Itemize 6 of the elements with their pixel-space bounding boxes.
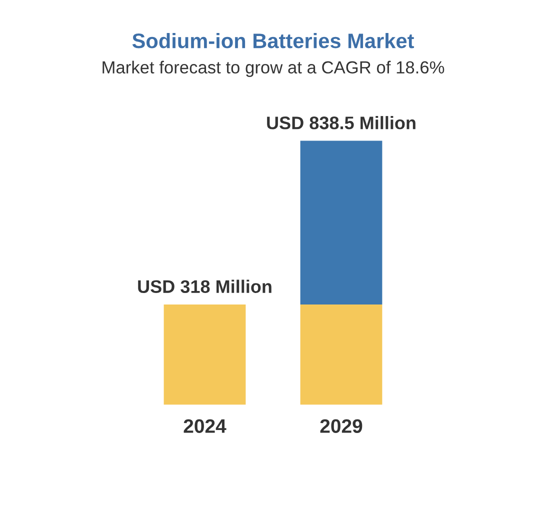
chart-title: Sodium-ion Batteries Market xyxy=(132,32,414,48)
x-tick-label: 2029 xyxy=(320,419,362,433)
chart-subtitle: Market forecast to grow at a CAGR of 18.6% xyxy=(102,60,444,77)
total-label: USD 318 Million xyxy=(138,280,272,294)
total-label: USD 838.5 Million xyxy=(267,116,416,130)
x-tick-label: 2024 xyxy=(184,419,226,433)
